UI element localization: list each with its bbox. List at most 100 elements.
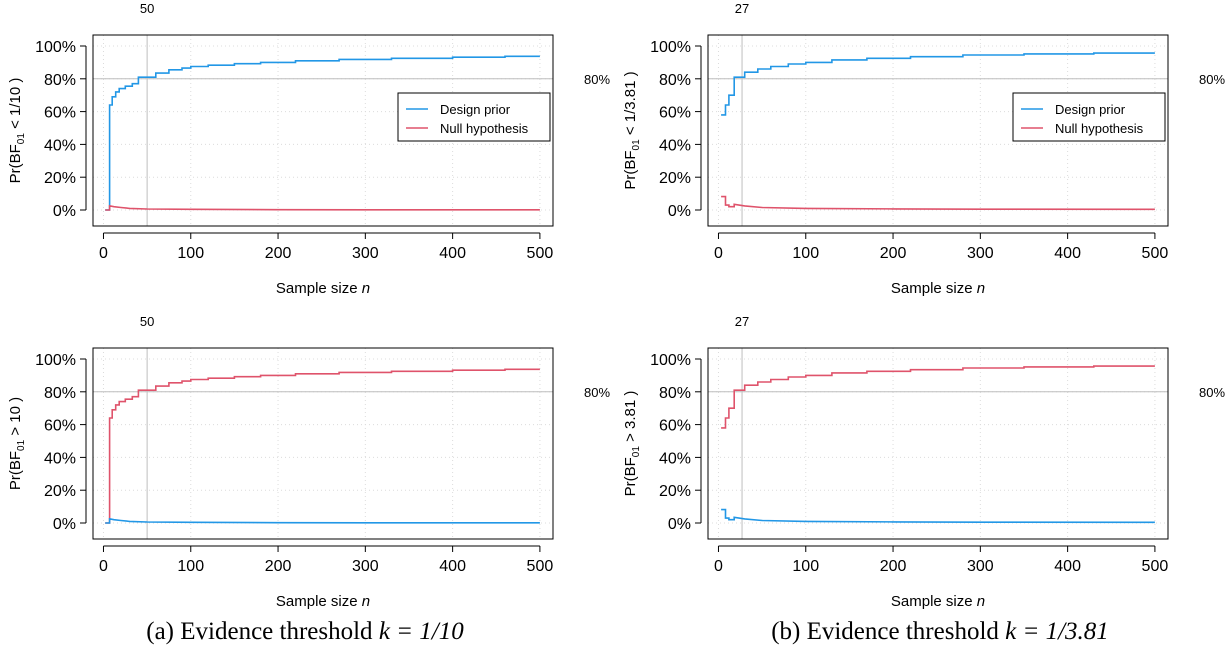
- series-line-design-prior: [105, 55, 540, 211]
- y-axis-label: Pr(BF01 < 1/10 ): [7, 78, 27, 184]
- series-line-design-prior: [721, 52, 1155, 116]
- x-tick-label: 100: [792, 558, 819, 575]
- x-axis-label: Sample size n: [276, 593, 370, 610]
- y-tick-label: 40%: [44, 450, 76, 467]
- x-tick-label: 300: [352, 245, 379, 262]
- x-tick-label: 100: [177, 245, 204, 262]
- y-tick-label: 20%: [659, 483, 691, 500]
- x-tick-label: 400: [1054, 245, 1081, 262]
- y-tick-label: 60%: [44, 105, 76, 122]
- series-line-null-hypothesis: [105, 204, 540, 211]
- legend-label: Design prior: [440, 102, 511, 117]
- y-tick-label: 100%: [650, 352, 691, 369]
- x-axis: 0 100 200 300 400 500 Sample size n: [714, 232, 1169, 297]
- x-tick-label: 400: [439, 558, 466, 575]
- y-tick-label: 0%: [53, 203, 76, 220]
- series-line-design-prior: [721, 508, 1155, 524]
- sample-size-vline-label: 50: [140, 314, 154, 329]
- x-tick-label: 0: [714, 245, 723, 262]
- legend-label: Null hypothesis: [440, 121, 529, 136]
- y-tick-label: 100%: [35, 39, 76, 56]
- y-axis-label: Pr(BF01 > 10 ): [7, 397, 27, 490]
- y-axis: 0% 20% 40% 60% 80% 100% Pr(BF01 > 3.81 ): [622, 352, 702, 533]
- series-line-null-hypothesis: [721, 195, 1155, 211]
- y-axis-label: Pr(BF01 < 1/3.81 ): [622, 71, 642, 189]
- y-tick-label: 40%: [659, 450, 691, 467]
- y-axis: 0% 20% 40% 60% 80% 100% Pr(BF01 < 1/3.81 ): [622, 39, 702, 220]
- y-tick-label: 0%: [668, 203, 691, 220]
- reference-label: 80%: [584, 385, 610, 400]
- plot-box: [707, 34, 1169, 227]
- x-tick-label: 0: [99, 558, 108, 575]
- series-line-null-hypothesis: [105, 368, 540, 524]
- caption-a-k: k = 1/10: [378, 618, 464, 645]
- x-tick-label: 200: [880, 558, 907, 575]
- chart-panel-b-bottom: 80% 27 0 100 200 300 400 500 Sample size n 0% 20% 4…: [622, 314, 1225, 610]
- plot-box: [92, 34, 554, 227]
- legend-label: Null hypothesis: [1055, 121, 1144, 136]
- y-tick-label: 80%: [659, 72, 691, 89]
- y-tick-label: 100%: [650, 39, 691, 56]
- x-tick-label: 300: [967, 558, 994, 575]
- x-tick-label: 100: [792, 245, 819, 262]
- legend-box: [397, 92, 551, 142]
- x-axis-label: Sample size n: [276, 280, 370, 297]
- y-tick-label: 80%: [44, 72, 76, 89]
- x-tick-label: 200: [265, 245, 292, 262]
- x-axis: 0 100 200 300 400 500 Sample size n: [714, 545, 1169, 610]
- y-tick-label: 60%: [659, 105, 691, 122]
- x-tick-label: 0: [714, 558, 723, 575]
- sample-size-vline-label: 27: [735, 314, 749, 329]
- y-tick-label: 80%: [44, 385, 76, 402]
- caption-b-prefix: (b) Evidence threshold: [771, 618, 1006, 645]
- x-axis: 0 100 200 300 400 500 Sample size n: [99, 545, 554, 610]
- y-tick-label: 80%: [659, 385, 691, 402]
- y-tick-label: 20%: [44, 483, 76, 500]
- y-tick-label: 60%: [44, 418, 76, 435]
- grid-lines: [93, 348, 553, 539]
- y-tick-label: 100%: [35, 352, 76, 369]
- x-tick-label: 300: [967, 245, 994, 262]
- x-tick-label: 100: [177, 558, 204, 575]
- x-axis: 0 100 200 300 400 500 Sample size n: [99, 232, 554, 297]
- y-tick-label: 20%: [659, 170, 691, 187]
- y-tick-label: 60%: [659, 418, 691, 435]
- y-tick-label: 0%: [53, 516, 76, 533]
- legend: Design prior Null hypothesis: [1012, 92, 1166, 142]
- x-tick-label: 200: [880, 245, 907, 262]
- sample-size-vline-label: 27: [735, 1, 749, 16]
- x-tick-label: 300: [352, 558, 379, 575]
- x-tick-label: 200: [265, 558, 292, 575]
- sample-size-vline-label: 50: [140, 1, 154, 16]
- x-tick-label: 400: [439, 245, 466, 262]
- legend-label: Design prior: [1055, 102, 1126, 117]
- x-tick-label: 0: [99, 245, 108, 262]
- caption-b: (b) Evidence threshold k = 1/3.81: [690, 618, 1190, 646]
- y-axis-label: Pr(BF01 > 3.81 ): [622, 391, 642, 497]
- y-tick-label: 0%: [668, 516, 691, 533]
- x-tick-label: 500: [527, 558, 554, 575]
- x-tick-label: 500: [1142, 558, 1169, 575]
- x-axis-label: Sample size n: [891, 280, 985, 297]
- plot-box: [92, 347, 554, 540]
- x-axis-label: Sample size n: [891, 593, 985, 610]
- x-tick-label: 400: [1054, 558, 1081, 575]
- x-tick-label: 500: [1142, 245, 1169, 262]
- reference-label: 80%: [1199, 72, 1225, 87]
- legend: Design prior Null hypothesis: [397, 92, 551, 142]
- y-axis: 0% 20% 40% 60% 80% 100% Pr(BF01 > 10 ): [7, 352, 87, 533]
- y-axis: 0% 20% 40% 60% 80% 100% Pr(BF01 < 1/10 ): [7, 39, 87, 220]
- chart-panel-b-top: 80% 27 0 100 200 300 400 500 Sample size n 0% 20% 4…: [622, 1, 1225, 297]
- x-tick-label: 500: [527, 245, 554, 262]
- reference-label: 80%: [1199, 385, 1225, 400]
- legend-box: [1012, 92, 1166, 142]
- y-tick-label: 40%: [44, 137, 76, 154]
- caption-b-k: k = 1/3.81: [1005, 618, 1109, 645]
- series-line-design-prior: [105, 517, 540, 524]
- plot-box: [707, 347, 1169, 540]
- caption-a: (a) Evidence threshold k = 1/10: [70, 618, 540, 646]
- grid-lines: [708, 348, 1168, 539]
